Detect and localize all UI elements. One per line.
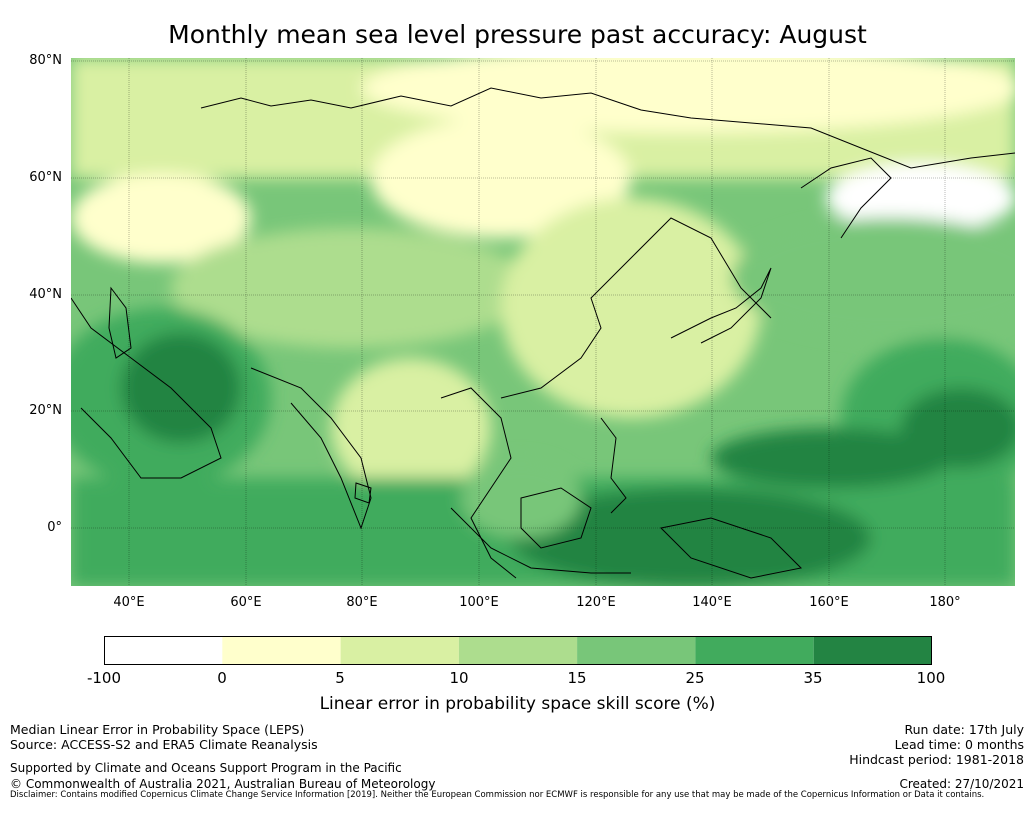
colorbar-tick-4: 10 bbox=[449, 669, 469, 687]
coastline-borneo bbox=[520, 487, 592, 549]
footer-disclaimer: Disclaimer: Contains modified Copernicus… bbox=[10, 790, 985, 800]
colorbar-segment-1 bbox=[104, 636, 223, 665]
lat-label-0: 0° bbox=[47, 520, 62, 535]
footer-support: Supported by Climate and Oceans Support … bbox=[10, 761, 402, 775]
footer-hindcast: Hindcast period: 1981-2018 bbox=[849, 752, 1024, 767]
footer-run-date: Run date: 17th July bbox=[904, 722, 1025, 737]
colorbar-tick-1: -100 bbox=[86, 669, 122, 687]
colorbar-tick-6: 25 bbox=[685, 669, 705, 687]
coastline-china bbox=[500, 217, 772, 399]
lon-label-140: 140°E bbox=[692, 595, 732, 610]
coastline-sumatra-java bbox=[450, 507, 631, 574]
zone-far-east-white bbox=[826, 163, 1015, 233]
coastline-japan bbox=[670, 267, 772, 344]
colorbar-frame bbox=[104, 636, 932, 665]
skill-score-map bbox=[71, 58, 1015, 586]
colorbar-segment-6 bbox=[695, 636, 814, 665]
coastline-new-guinea bbox=[659, 517, 803, 579]
lon-label-40: 40°E bbox=[113, 595, 145, 610]
lon-label-60: 60°E bbox=[230, 595, 262, 610]
map-title: Monthly mean sea level pressure past acc… bbox=[168, 20, 867, 49]
coastline-india bbox=[250, 367, 372, 530]
lat-label-80: 80°N bbox=[29, 53, 62, 68]
footer-source: Source: ACCESS-S2 and ERA5 Climate Reana… bbox=[10, 737, 318, 752]
coastline-arabia bbox=[71, 297, 222, 479]
zone-tropical-pacific bbox=[711, 428, 951, 488]
colorbar-tick-5: 15 bbox=[567, 669, 587, 687]
coastline-philippines bbox=[600, 417, 627, 514]
colorbar-tick-8: 100 bbox=[916, 669, 946, 687]
lon-label-180: 180° bbox=[929, 595, 961, 610]
zone-arabia-core bbox=[121, 333, 241, 443]
lon-label-100: 100°E bbox=[459, 595, 499, 610]
zone-central-asia bbox=[171, 228, 531, 348]
footer-lead-time: Lead time: 0 months bbox=[894, 737, 1024, 752]
lat-label-60: 60°N bbox=[29, 170, 62, 185]
colorbar-tick-7: 35 bbox=[803, 669, 823, 687]
footer-created: Created: 27/10/2021 bbox=[899, 777, 1024, 791]
colorbar-segment-7 bbox=[813, 636, 932, 665]
zone-indonesia bbox=[511, 488, 871, 586]
colorbar-segment-4 bbox=[458, 636, 578, 665]
lon-label-80: 80°E bbox=[346, 595, 378, 610]
zone-siberia-pale bbox=[371, 118, 631, 238]
zone-europe-pale bbox=[71, 173, 251, 263]
coastline-caspian bbox=[108, 286, 132, 359]
lon-label-120: 120°E bbox=[576, 595, 616, 610]
lon-label-160: 160°E bbox=[809, 595, 849, 610]
coastline-sri-lanka bbox=[354, 482, 372, 504]
colorbar-tick-2: 0 bbox=[217, 669, 227, 687]
coastline-southeast-asia bbox=[440, 387, 517, 579]
footer-method: Median Linear Error in Probability Space… bbox=[10, 722, 305, 737]
lat-label-40: 40°N bbox=[29, 287, 62, 302]
colorbar-segment-2 bbox=[222, 636, 341, 665]
zone-india bbox=[331, 358, 491, 498]
colorbar bbox=[104, 636, 932, 665]
coastline-arctic bbox=[200, 87, 1015, 169]
zone-arctic-pale bbox=[361, 58, 1015, 133]
zone-pacific-north bbox=[731, 218, 1015, 338]
colorbar-segment-3 bbox=[340, 636, 459, 665]
colorbar-title: Linear error in probability space skill … bbox=[319, 694, 716, 714]
colorbar-tick-3: 5 bbox=[335, 669, 345, 687]
zone-china bbox=[501, 198, 761, 418]
lat-label-20: 20°N bbox=[29, 403, 62, 418]
coastline-kamchatka bbox=[800, 157, 892, 239]
colorbar-segment-5 bbox=[577, 636, 696, 665]
footer-copyright: © Commonwealth of Australia 2021, Austra… bbox=[10, 777, 436, 791]
